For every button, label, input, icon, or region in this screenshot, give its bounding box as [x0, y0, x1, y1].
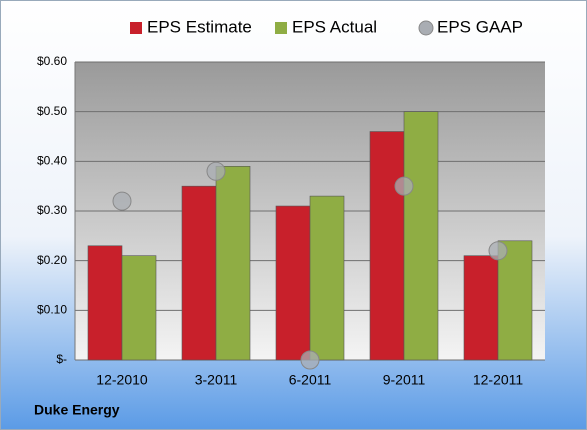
- legend-marker: [418, 20, 434, 36]
- point: [300, 350, 320, 370]
- legend-label: EPS Estimate: [147, 17, 252, 36]
- bar: [87, 245, 123, 361]
- y-tick-label: $0.50: [37, 104, 67, 118]
- bar: [309, 195, 345, 361]
- x-tick-label: 9-2011: [383, 372, 426, 388]
- y-tick-label: $0.40: [37, 154, 67, 168]
- point: [394, 176, 414, 196]
- bar: [497, 240, 533, 361]
- y-tick-label: $0.10: [37, 303, 67, 317]
- x-tick-label: 3-2011: [195, 372, 238, 388]
- bar: [121, 255, 157, 361]
- y-tick-label: $0.30: [37, 203, 67, 217]
- y-tick-label: $0.60: [37, 54, 67, 68]
- x-tick-label: 12-2011: [473, 372, 524, 388]
- bar: [181, 185, 217, 361]
- legend-label: EPS Actual: [292, 17, 377, 36]
- point: [112, 191, 132, 211]
- point: [206, 161, 226, 181]
- x-tick-label: 12-2010: [96, 372, 148, 388]
- bar: [215, 166, 251, 361]
- x-tick-label: 6-2011: [289, 372, 332, 388]
- bar: [369, 131, 405, 361]
- bar: [275, 205, 311, 361]
- bar: [463, 255, 499, 361]
- legend-marker: [275, 22, 287, 34]
- y-tick-label: $-: [56, 352, 67, 366]
- bar: [403, 111, 439, 361]
- point: [488, 241, 508, 261]
- annotation: Duke Energy: [34, 402, 120, 418]
- legend-marker: [130, 22, 142, 34]
- y-tick-label: $0.20: [37, 253, 67, 267]
- legend-label: EPS GAAP: [437, 17, 523, 36]
